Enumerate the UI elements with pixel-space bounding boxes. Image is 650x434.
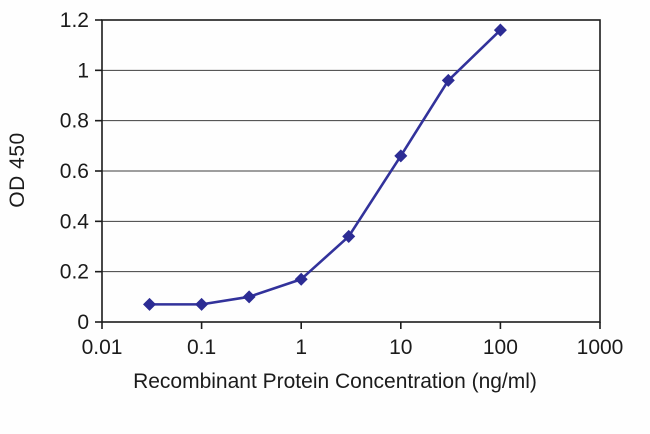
y-tick-label: 0 xyxy=(77,311,89,334)
x-tick-label: 1000 xyxy=(577,336,624,359)
x-tick-label: 100 xyxy=(483,336,518,359)
data-point-marker xyxy=(242,290,256,304)
y-tick-label: 0.4 xyxy=(60,210,90,233)
data-point-marker xyxy=(143,297,157,311)
data-point-marker xyxy=(294,272,308,286)
y-tick-label: 0.2 xyxy=(60,261,89,284)
x-tick-label: 0.01 xyxy=(82,336,123,359)
data-point-marker xyxy=(441,73,455,87)
data-line xyxy=(148,28,502,306)
y-tick-label: 1 xyxy=(77,59,89,82)
y-tick-label: 0.8 xyxy=(60,110,89,133)
x-tick-label: 0.1 xyxy=(187,336,216,359)
data-point-marker xyxy=(195,297,209,311)
data-point-marker xyxy=(394,149,408,163)
y-tick-label: 0.6 xyxy=(60,160,89,183)
x-tick-label: 1 xyxy=(295,336,307,359)
data-point-marker xyxy=(493,23,507,37)
y-tick-label: 1.2 xyxy=(60,9,89,32)
y-axis-title: OD 450 xyxy=(6,132,29,208)
x-axis-title: Recombinant Protein Concentration (ng/ml… xyxy=(133,370,537,393)
data-point-marker xyxy=(342,229,356,243)
x-tick-label: 10 xyxy=(389,336,412,359)
